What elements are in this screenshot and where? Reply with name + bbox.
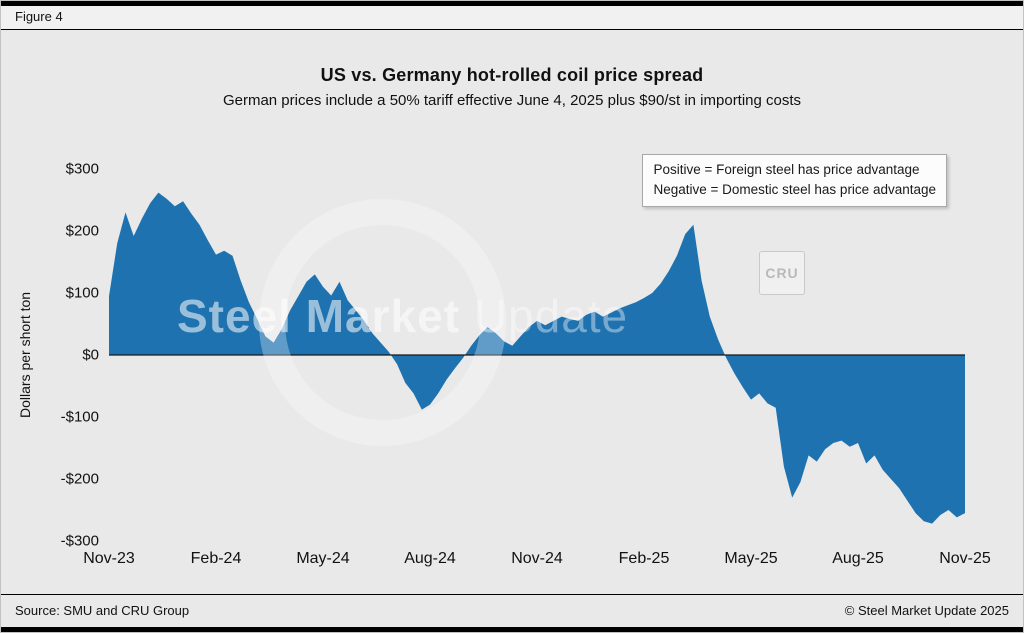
footer-rule	[1, 594, 1023, 595]
figure-label: Figure 4	[15, 9, 63, 24]
y-tick-label: -$300	[60, 532, 99, 550]
header-strip	[1, 6, 1023, 29]
y-tick-label: -$200	[60, 470, 99, 488]
x-tick-label: Aug-24	[404, 550, 456, 567]
area-series	[109, 192, 965, 524]
x-tick-label: May-25	[724, 550, 778, 567]
annotation-box: Positive = Foreign steel has price advan…	[642, 154, 947, 207]
top-black-bar	[1, 1, 1023, 6]
x-tick-label: Aug-25	[832, 550, 884, 567]
annotation-line-positive: Positive = Foreign steel has price advan…	[653, 162, 920, 177]
footer-source: Source: SMU and CRU Group	[15, 603, 190, 618]
y-tick-label: $200	[65, 222, 99, 240]
y-tick-label: $100	[65, 284, 99, 302]
y-tick-label: -$100	[60, 408, 99, 426]
x-tick-label: Feb-24	[190, 550, 242, 567]
cru-logo-badge: CRU	[759, 251, 805, 295]
chart-subtitle: German prices include a 50% tariff effec…	[222, 92, 802, 109]
plot-area: Steel Market Update CRU	[109, 169, 965, 541]
bottom-black-bar	[1, 627, 1023, 632]
x-tick-label: Nov-25	[939, 550, 991, 567]
x-tick-label: May-24	[296, 550, 350, 567]
footer-copyright: © Steel Market Update 2025	[844, 603, 1009, 618]
annotation-line-negative: Negative = Domestic steel has price adva…	[653, 182, 936, 198]
y-tick-label: $300	[65, 160, 99, 178]
x-tick-label: Nov-23	[83, 550, 135, 567]
y-tick-label: $0	[82, 346, 99, 364]
chart-title: US vs. Germany hot-rolled coil price spr…	[320, 65, 704, 85]
x-tick-label: Nov-24	[511, 550, 563, 567]
y-axis-ticks: $300 $200 $100 $0 -$100 -$200 -$300	[1, 161, 99, 550]
figure-rule	[1, 29, 1023, 30]
x-axis-ticks: Nov-23 Feb-24 May-24 Aug-24 Nov-24 Feb-25 May-…	[83, 550, 991, 572]
spread-area-chart	[109, 192, 965, 524]
x-tick-label: Feb-25	[618, 550, 670, 567]
